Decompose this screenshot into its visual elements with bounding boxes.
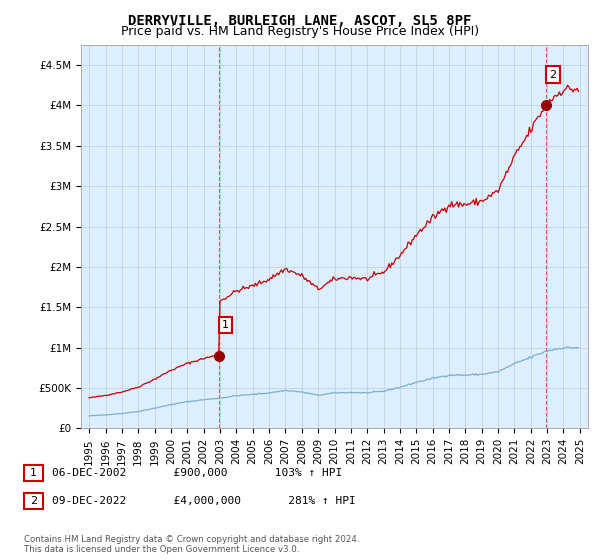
Text: 06-DEC-2002       £900,000       103% ↑ HPI: 06-DEC-2002 £900,000 103% ↑ HPI [52,468,343,478]
Text: DERRYVILLE, BURLEIGH LANE, ASCOT, SL5 8PF: DERRYVILLE, BURLEIGH LANE, ASCOT, SL5 8P… [128,14,472,28]
Text: 1: 1 [30,468,37,478]
Text: Contains HM Land Registry data © Crown copyright and database right 2024.
This d: Contains HM Land Registry data © Crown c… [24,535,359,554]
Text: 2: 2 [30,496,37,506]
Text: 09-DEC-2022       £4,000,000       281% ↑ HPI: 09-DEC-2022 £4,000,000 281% ↑ HPI [52,496,356,506]
Text: 2: 2 [549,70,556,80]
Text: Price paid vs. HM Land Registry's House Price Index (HPI): Price paid vs. HM Land Registry's House … [121,25,479,38]
Text: 1: 1 [222,320,229,330]
